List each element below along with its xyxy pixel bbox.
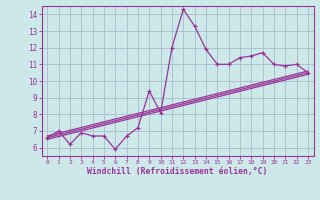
X-axis label: Windchill (Refroidissement éolien,°C): Windchill (Refroidissement éolien,°C) (87, 167, 268, 176)
